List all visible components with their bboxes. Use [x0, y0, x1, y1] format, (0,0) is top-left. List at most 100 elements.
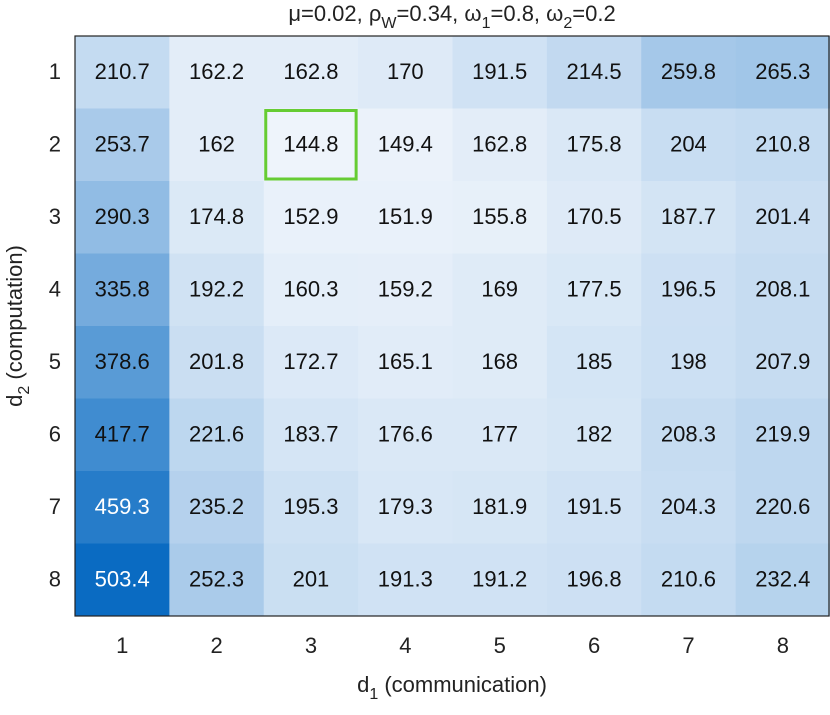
heatmap-cell [263, 108, 359, 182]
cell-label: 170.5 [567, 204, 622, 229]
heatmap-cell [358, 36, 453, 109]
cell-label: 252.3 [189, 567, 244, 592]
heatmap-cell [169, 543, 265, 617]
cell-label: 253.7 [95, 132, 150, 157]
heatmap-cell [641, 326, 737, 399]
x-tick-label: 4 [399, 633, 411, 658]
cell-label: 235.2 [189, 494, 244, 519]
cell-label: 204.3 [661, 494, 716, 519]
cell-label: 152.9 [283, 204, 338, 229]
heatmap-cell [546, 181, 642, 254]
heatmap-cell [735, 181, 830, 254]
heatmap-cell [75, 108, 170, 182]
cell-label: 182 [576, 422, 613, 447]
cell-label: 172.7 [283, 349, 338, 374]
subscript: 1 [482, 15, 491, 32]
text-part: (communication) [378, 672, 547, 697]
heatmap-cell [452, 253, 548, 327]
x-tick-label: 6 [588, 633, 600, 658]
heatmap-cell [263, 398, 359, 472]
cell-label: 165.1 [378, 349, 433, 374]
cell-label: 162 [198, 132, 235, 157]
cell-label: 149.4 [378, 132, 433, 157]
cell-label: 417.7 [95, 422, 150, 447]
cell-label: 219.9 [755, 422, 810, 447]
cell-label: 179.3 [378, 494, 433, 519]
heatmap-cell [358, 326, 453, 399]
heatmap-cell [735, 543, 830, 617]
y-tick-label: 2 [49, 132, 61, 157]
heatmap-cell [358, 253, 453, 327]
cell-label: 160.3 [283, 277, 338, 302]
heatmap-cell [169, 471, 265, 544]
heatmap-cell [641, 108, 737, 182]
heatmap-cell [75, 36, 170, 109]
y-tick-label: 5 [49, 349, 61, 374]
text-part: (computation) [2, 245, 27, 386]
x-tick-label: 1 [116, 633, 128, 658]
heatmap-cell [452, 398, 548, 472]
x-tick-label: 5 [494, 633, 506, 658]
cell-label: 207.9 [755, 349, 810, 374]
cell-label: 159.2 [378, 277, 433, 302]
y-tick-label: 3 [49, 204, 61, 229]
cell-label: 221.6 [189, 422, 244, 447]
heatmap-cell [75, 326, 170, 399]
heatmap-cell [546, 543, 642, 617]
cell-label: 177 [481, 422, 518, 447]
heatmap-cell [75, 398, 170, 472]
cell-label: 177.5 [567, 277, 622, 302]
y-tick-label: 1 [49, 59, 61, 84]
x-tick-label: 7 [682, 633, 694, 658]
cell-label: 170 [387, 59, 424, 84]
cell-label: 201.8 [189, 349, 244, 374]
cell-label: 195.3 [283, 494, 338, 519]
highlight-box [264, 109, 358, 181]
y-tick-label: 8 [49, 567, 61, 592]
heatmap-cell [169, 398, 265, 472]
cell-label: 191.5 [567, 494, 622, 519]
cell-label: 162.8 [283, 59, 338, 84]
cell-label: 191.5 [472, 59, 527, 84]
y-axis-label: d2 (computation) [2, 245, 33, 407]
cell-label: 259.8 [661, 59, 716, 84]
cell-label: 210.8 [755, 132, 810, 157]
heatmap-cell [452, 181, 548, 254]
cell-label: 191.2 [472, 567, 527, 592]
heatmap-cell [169, 108, 265, 182]
cell-label: 192.2 [189, 277, 244, 302]
cell-label: 185 [576, 349, 613, 374]
cell-label: 459.3 [95, 494, 150, 519]
heatmap-cell [546, 398, 642, 472]
cell-label: 183.7 [283, 422, 338, 447]
cell-label: 155.8 [472, 204, 527, 229]
heatmap-cell [75, 471, 170, 544]
cell-label: 201.4 [755, 204, 810, 229]
heatmap-cell [75, 543, 170, 617]
heatmap-cell [263, 36, 359, 109]
plot-border [74, 35, 830, 617]
heatmap-cell [452, 108, 548, 182]
text-part: =0.8, ω [491, 1, 564, 26]
subscript: 2 [16, 386, 33, 395]
heatmap-cell [641, 398, 737, 472]
heatmap-cell [169, 36, 265, 109]
heatmap-cell [169, 326, 265, 399]
cell-label: 204 [670, 132, 707, 157]
heatmap-cell [263, 181, 359, 254]
heatmap-cell [735, 326, 830, 399]
text-part: d [357, 672, 369, 697]
heatmap-cell [263, 326, 359, 399]
cell-label: 265.3 [755, 59, 810, 84]
heatmap-cell [75, 181, 170, 254]
cell-label: 168 [481, 349, 518, 374]
cell-label: 201 [293, 567, 330, 592]
heatmap-cell [735, 398, 830, 472]
heatmap-cell [263, 471, 359, 544]
subscript: W [381, 15, 397, 32]
heatmap-cell [358, 108, 453, 182]
cell-label: 187.7 [661, 204, 716, 229]
heatmap-cell [641, 543, 737, 617]
heatmap-cell [452, 36, 548, 109]
